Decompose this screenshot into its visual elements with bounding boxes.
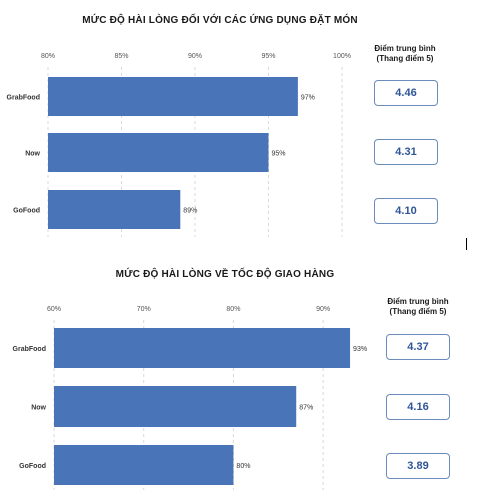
avg-score-header-line2: (Thang điểm 5) [376,54,434,63]
bar-grabfood [48,77,298,116]
tick-label: 85% [114,53,128,60]
avg-score-header-line1: Điểm trung bình [374,44,436,53]
score-box-gofood-2: 3.89 [386,453,450,479]
bar-grabfood [54,328,351,368]
category-label: GrabFood [7,95,40,102]
tick-label: 90% [188,53,202,60]
data-label: 93% [353,346,367,353]
tick-label: 95% [261,53,275,60]
data-label: 95% [272,151,286,158]
bar-now [54,386,297,427]
score-box-now-2: 4.16 [386,394,450,420]
chart-2-title: MỨC ĐỘ HÀI LÒNG VỀ TỐC ĐỘ GIAO HÀNG [115,269,335,280]
text-cursor [466,238,467,250]
category-label: GrabFood [13,346,46,353]
chart-1: 80% 85% 90% 95% 100% GrabFood 97% Now 95% GoFood 8… [7,53,351,237]
score-box-grabfood-1: 4.46 [374,80,438,106]
chart-1-title: MỨC ĐỘ HÀI LÒNG ĐỐI VỚI CÁC ỨNG DỤNG ĐẶT… [82,15,358,26]
avg-score-header-2: Điểm trung bình (Thang điểm 5) [373,297,463,317]
bar-now [48,133,269,172]
category-label: Now [31,405,46,412]
data-label: 80% [236,463,250,470]
tick-label: 100% [333,53,351,60]
tick-label: 70% [137,306,151,313]
tick-label: 80% [226,306,240,313]
tick-label: 80% [41,53,55,60]
avg-score-header-line2: (Thang điểm 5) [389,307,447,316]
tick-label: 90% [316,306,330,313]
score-box-gofood-1: 4.10 [374,198,438,224]
score-box-grabfood-2: 4.37 [386,334,450,360]
data-label: 89% [183,208,197,215]
category-label: Now [25,151,40,158]
category-label: GoFood [19,463,46,470]
tick-label: 60% [47,306,61,313]
data-label: 97% [301,95,315,102]
data-label: 87% [299,405,313,412]
chart-2: 60% 70% 80% 90% GrabFood 93% Now 87% GoFood 80% [13,306,367,490]
bar-gofood [48,190,181,229]
bar-gofood [54,445,234,485]
score-box-now-1: 4.31 [374,139,438,165]
category-label: GoFood [13,208,40,215]
avg-score-header-line1: Điểm trung bình [387,297,449,306]
avg-score-header-1: Điểm trung bình (Thang điểm 5) [360,44,450,64]
